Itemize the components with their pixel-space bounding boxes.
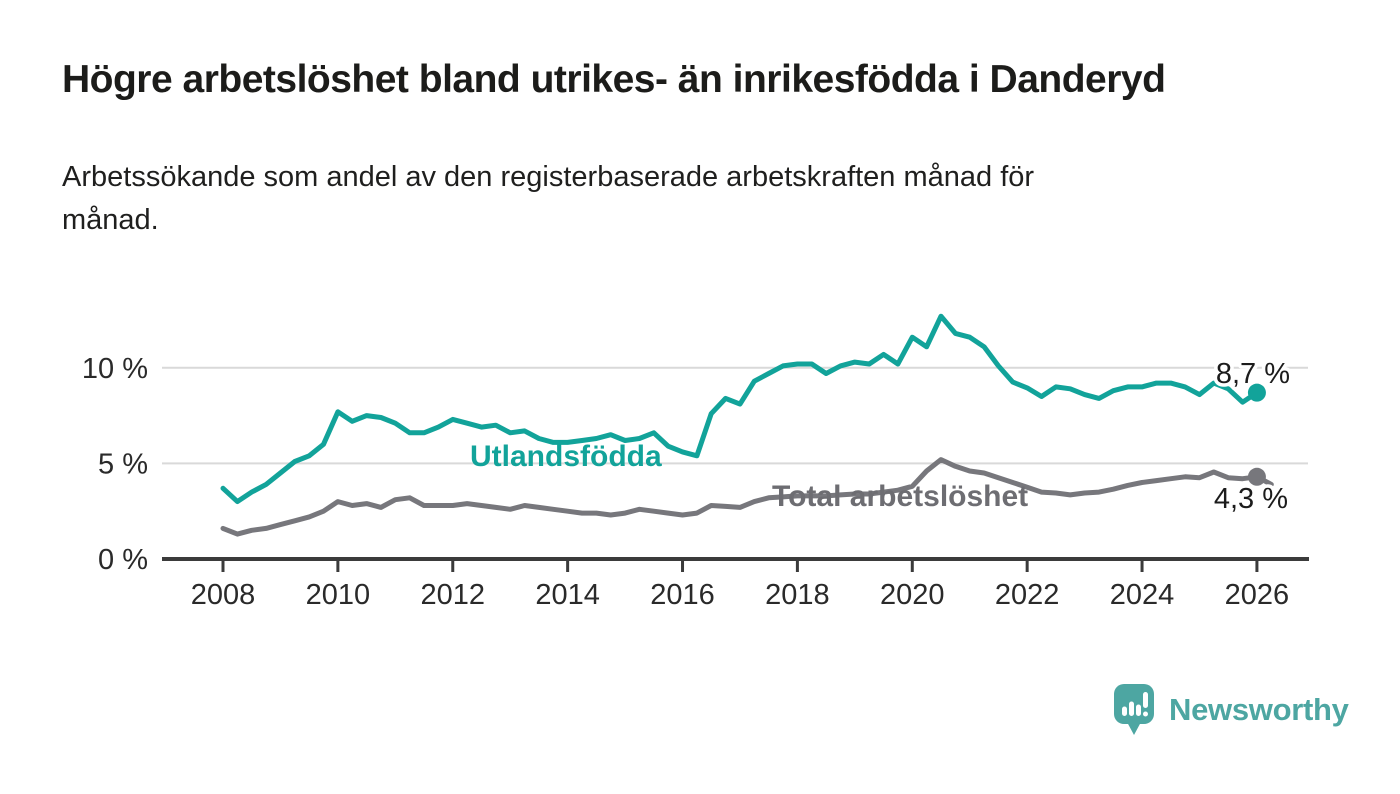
chart-dots-layer [1247, 383, 1266, 486]
page-subtitle-line-2: månad. [62, 204, 159, 236]
x-axis-label: 2020 [880, 579, 945, 611]
series-end-dot [1247, 467, 1266, 486]
y-axis-label: 10 % [82, 353, 148, 385]
series-line-total-arbetsloshet [220, 457, 1274, 537]
chart-lines-layer [220, 313, 1274, 537]
x-axis-label: 2026 [1225, 579, 1290, 611]
series-end-dot [1247, 383, 1266, 402]
y-axis-label: 0 % [98, 544, 148, 576]
x-axis-label: 2024 [1110, 579, 1175, 611]
y-axis-label: 5 % [98, 448, 148, 480]
newsworthy-logo-text: Newsworthy [1169, 692, 1349, 727]
chart-axes-layer: 0 % 5 % 10 % 2008 2010 2012 2014 2016 2018 2020 20… [82, 353, 1309, 611]
page-subtitle-line-1: Arbetssökande som andel av den registerb… [62, 161, 1035, 193]
series-line-utlandsfodda [220, 313, 1260, 505]
page-title: Högre arbetslöshet bland utrikes- än inr… [62, 58, 1166, 101]
series-label-utlandsfodda: Utlandsfödda [470, 440, 662, 473]
x-axis-label: 2022 [995, 579, 1060, 611]
x-axis-label: 2008 [191, 579, 256, 611]
newsworthy-logo: Newsworthy [1112, 682, 1349, 738]
x-axis-label: 2014 [535, 579, 600, 611]
value-label-total-arbetsloshet: 4,3 % [1214, 483, 1288, 515]
value-label-utlandsfodda: 8,7 % [1216, 358, 1290, 390]
newsworthy-logo-icon [1114, 684, 1154, 735]
x-axis-label: 2018 [765, 579, 830, 611]
x-axis-label: 2012 [421, 579, 486, 611]
x-axis-label: 2010 [306, 579, 371, 611]
series-label-total-arbetsloshet: Total arbetslöshet [772, 480, 1028, 513]
x-axis-label: 2016 [650, 579, 715, 611]
page-subtitle: Arbetssökande som andel av den registerb… [62, 156, 1034, 242]
